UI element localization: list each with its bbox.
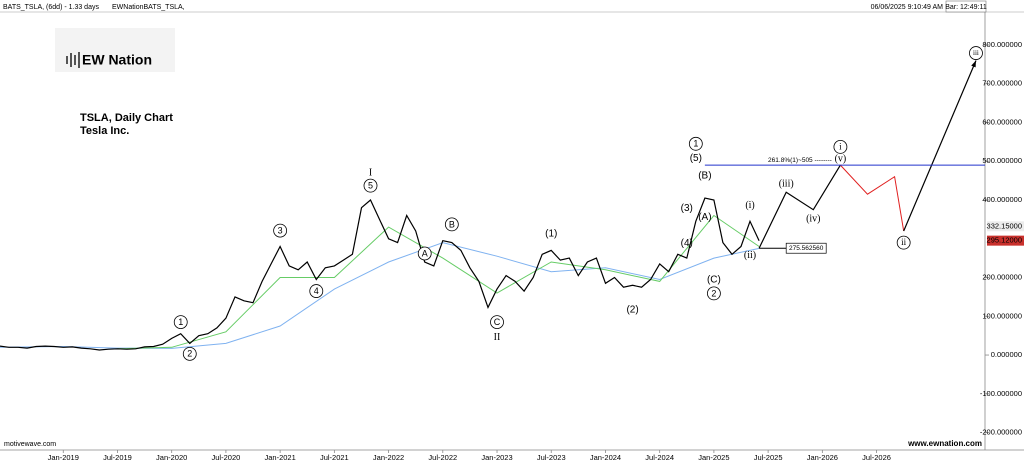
price-line <box>903 60 977 232</box>
wave-label: (3) <box>681 203 693 214</box>
x-tick-label: Jan-2025 <box>698 453 729 462</box>
logo-bar <box>78 52 80 68</box>
price-line <box>758 164 841 249</box>
y-tick-label: 600.000000 <box>982 117 1022 126</box>
level-label: 275.562560 <box>789 245 824 252</box>
arrow-head <box>971 60 976 68</box>
footer-right: www.ewnation.com <box>907 439 982 448</box>
x-tick-label: Jul-2020 <box>212 453 241 462</box>
logo-bar <box>70 53 72 67</box>
x-tick-label: Jul-2026 <box>862 453 891 462</box>
wave-label: II <box>494 332 501 343</box>
wave-label: (1) <box>545 228 557 239</box>
price-marker <box>987 221 1024 232</box>
wave-label: I <box>369 168 372 179</box>
source-label: EWNationBATS_TSLA, <box>112 4 185 11</box>
logo-bar <box>74 55 76 65</box>
wave-label: 1 <box>178 317 183 327</box>
y-tick-label: 500.000000 <box>982 156 1022 165</box>
wave-circle <box>490 315 504 329</box>
wave-label: (iv) <box>806 213 820 224</box>
logo-text: EW Nation <box>82 52 152 68</box>
x-tick-label: Jan-2019 <box>48 453 79 462</box>
wave-label: 4 <box>314 286 319 296</box>
chart-subtitle: Tesla Inc. <box>80 125 129 137</box>
wave-label: (i) <box>745 200 754 211</box>
wave-circle <box>309 284 324 298</box>
bar-timer-box <box>945 0 987 13</box>
y-tick-label: -200.000000 <box>980 428 1022 437</box>
price-line <box>117 214 760 350</box>
wave-label: 3 <box>278 225 283 235</box>
wave-circle <box>688 136 703 151</box>
wave-circle <box>969 46 983 60</box>
x-tick-label: Jan-2026 <box>807 453 838 462</box>
price-line <box>840 164 905 232</box>
wave-label: iii <box>973 49 979 57</box>
level-box <box>785 242 827 254</box>
y-tick-label: 800.000000 <box>982 40 1022 49</box>
bar-timer: Bar: 12:49:11 <box>945 4 987 11</box>
x-tick-label: Jul-2022 <box>428 453 457 462</box>
y-tick-label: 100.000000 <box>982 311 1022 320</box>
wave-circle <box>182 346 197 361</box>
wave-circle <box>173 315 188 329</box>
y-tick-label: 200.000000 <box>982 272 1022 281</box>
y-tick-label: 400.000000 <box>982 195 1022 204</box>
x-tick-label: Jan-2024 <box>590 453 621 462</box>
wave-circle <box>896 235 911 250</box>
x-tick-label: Jan-2021 <box>264 453 295 462</box>
wave-label: C <box>494 317 501 327</box>
wave-circle <box>833 139 848 154</box>
wave-label: (ii) <box>744 250 756 261</box>
x-tick-label: Jul-2021 <box>320 453 349 462</box>
wave-label: (2) <box>626 304 638 315</box>
wave-circle <box>417 246 432 261</box>
wave-label: 2 <box>187 349 192 359</box>
chart-title: TSLA, Daily Chart <box>80 112 173 124</box>
price-marker <box>987 235 1024 246</box>
wave-label: 1 <box>693 139 698 149</box>
wave-circle <box>363 178 378 193</box>
x-tick-label: Jul-2024 <box>645 453 674 462</box>
wave-circle <box>444 217 459 232</box>
wave-label: 2 <box>711 288 716 298</box>
y-tick-label: -100.000000 <box>980 389 1022 398</box>
wave-label: (v) <box>835 154 847 165</box>
wave-label: i <box>839 141 842 151</box>
wave-circle <box>273 223 288 238</box>
price-marker-label: 332.15000 <box>987 221 1022 230</box>
wave-label: (C) <box>707 275 721 286</box>
x-tick-label: Jul-2025 <box>754 453 783 462</box>
wave-circle <box>706 286 721 301</box>
footer-left: motivewave.com <box>4 441 56 448</box>
x-tick-label: Jan-2023 <box>481 453 512 462</box>
logo-bar <box>66 56 68 64</box>
symbol-label: BATS_TSLA, (6dd) - 1.33 days <box>3 4 99 11</box>
wave-label: 5 <box>368 181 373 191</box>
wave-label: A <box>422 248 428 258</box>
logo-icon <box>66 52 80 68</box>
y-tick-label: 700.000000 <box>982 79 1022 88</box>
x-tick-label: Jul-2019 <box>103 453 132 462</box>
wave-label: (A) <box>698 212 711 223</box>
wave-label: (4) <box>681 238 693 249</box>
wave-label: (iii) <box>779 179 794 190</box>
target-label: 261.8%(1)~505 -------- <box>768 157 832 164</box>
y-tick-label: 0.000000 <box>991 350 1022 359</box>
price-marker-label: 295.12000 <box>987 236 1022 245</box>
wave-label: ii <box>901 237 907 247</box>
price-line <box>0 197 760 351</box>
wave-label: (B) <box>698 171 711 182</box>
wave-label: (5) <box>690 153 702 164</box>
x-tick-label: Jan-2020 <box>156 453 187 462</box>
wave-label: B <box>449 219 455 229</box>
timestamp: 06/06/2025 9:10:49 AM <box>871 4 944 11</box>
x-tick-label: Jul-2023 <box>537 453 566 462</box>
x-tick-label: Jan-2022 <box>373 453 404 462</box>
